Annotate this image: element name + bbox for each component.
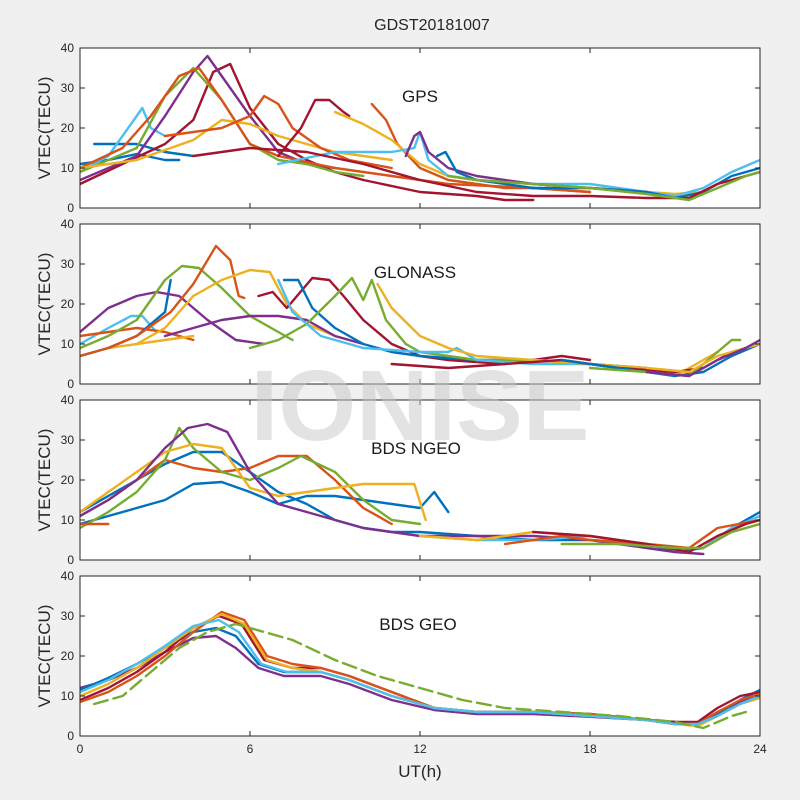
series-line-5 bbox=[80, 442, 427, 522]
y-tick-label: 10 bbox=[61, 161, 75, 175]
series-group bbox=[80, 54, 760, 202]
panel-3: 0 10 20 30 40 VTEC(TECU) BDS NGEO bbox=[35, 393, 761, 567]
series-line-16 bbox=[560, 342, 760, 378]
y-tick-label: 0 bbox=[67, 729, 74, 743]
y-tick-label: 10 bbox=[61, 337, 75, 351]
panels-group: 0 10 20 30 40 VTEC(TECU) GPS 0 10 20 30 40 VTEC(TECU… bbox=[35, 41, 767, 756]
series-line-12 bbox=[248, 276, 535, 362]
y-axis-label: VTEC(TECU) bbox=[35, 77, 54, 180]
series-line-2 bbox=[80, 326, 195, 342]
y-tick-label: 10 bbox=[61, 513, 75, 527]
y-tick-label: 30 bbox=[61, 609, 75, 623]
series-line-13 bbox=[277, 278, 648, 374]
series-line-16 bbox=[192, 146, 760, 200]
y-tick-label: 0 bbox=[67, 377, 74, 391]
y-axis-label: VTEC(TECU) bbox=[35, 253, 54, 356]
y-tick-label: 40 bbox=[61, 393, 75, 407]
series-line-7 bbox=[93, 622, 747, 730]
x-tick-label: 18 bbox=[583, 742, 597, 756]
series-group bbox=[80, 422, 760, 556]
series-line-3 bbox=[107, 334, 195, 350]
y-tick-label: 40 bbox=[61, 569, 75, 583]
chart-title: GDST20181007 bbox=[374, 17, 490, 34]
y-tick-label: 10 bbox=[61, 689, 75, 703]
series-line-11 bbox=[370, 102, 592, 194]
x-tick-label: 12 bbox=[413, 742, 427, 756]
panel-label: GPS bbox=[402, 87, 438, 106]
series-line-8 bbox=[135, 268, 365, 346]
y-tick-label: 30 bbox=[61, 81, 75, 95]
y-axis-label: VTEC(TECU) bbox=[35, 429, 54, 532]
y-tick-label: 0 bbox=[67, 201, 74, 215]
panel-label: GLONASS bbox=[374, 263, 456, 282]
y-tick-label: 20 bbox=[61, 297, 75, 311]
y-tick-label: 20 bbox=[61, 649, 75, 663]
y-tick-label: 20 bbox=[61, 121, 75, 135]
y-tick-label: 30 bbox=[61, 433, 75, 447]
plot-area bbox=[80, 576, 760, 736]
plot-area bbox=[80, 48, 760, 208]
series-line-12 bbox=[560, 522, 760, 550]
x-tick-label: 6 bbox=[247, 742, 254, 756]
x-tick-label: 24 bbox=[753, 742, 767, 756]
series-group bbox=[80, 610, 760, 730]
x-axis-label: UT(h) bbox=[398, 762, 441, 781]
series-line-10 bbox=[277, 98, 351, 158]
series-line-18 bbox=[362, 178, 535, 202]
y-tick-label: 0 bbox=[67, 553, 74, 567]
y-tick-label: 40 bbox=[61, 217, 75, 231]
panel-1: 0 10 20 30 40 VTEC(TECU) GPS bbox=[35, 41, 761, 215]
series-group bbox=[80, 244, 760, 378]
series-line-7 bbox=[80, 244, 246, 358]
series-line-11 bbox=[532, 518, 760, 554]
series-line-9 bbox=[163, 94, 393, 170]
panel-2: 0 10 20 30 40 VTEC(TECU) GLONASS bbox=[35, 217, 761, 391]
y-axis-label: VTEC(TECU) bbox=[35, 605, 54, 708]
series-line-5 bbox=[80, 290, 266, 346]
y-tick-label: 20 bbox=[61, 473, 75, 487]
y-tick-label: 40 bbox=[61, 41, 75, 55]
panel-label: BDS NGEO bbox=[371, 439, 461, 458]
series-line-19 bbox=[645, 338, 760, 378]
series-line-7 bbox=[80, 66, 592, 194]
watermark-text: IONISE bbox=[251, 350, 590, 462]
series-line-9 bbox=[163, 314, 365, 346]
series-line-6 bbox=[80, 264, 294, 350]
plot-area bbox=[80, 224, 760, 384]
series-line-4 bbox=[80, 426, 422, 530]
panel-4: 0 10 20 30 40 0 6 12 18 24 VTEC(TECU) BDS GEO bbox=[35, 569, 767, 756]
panel-label: BDS GEO bbox=[379, 615, 456, 634]
x-tick-label: 0 bbox=[77, 742, 84, 756]
series-line-3 bbox=[80, 106, 167, 174]
y-tick-label: 30 bbox=[61, 257, 75, 271]
series-line-17 bbox=[447, 170, 760, 202]
